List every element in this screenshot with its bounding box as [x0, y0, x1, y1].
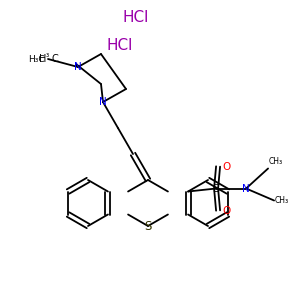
Text: S: S	[144, 220, 152, 232]
Text: S: S	[212, 184, 220, 194]
Text: O: O	[222, 161, 230, 172]
Text: HCl: HCl	[123, 11, 149, 26]
Text: H₃C: H₃C	[28, 55, 45, 64]
Text: N: N	[99, 97, 107, 107]
Text: N: N	[242, 184, 250, 194]
Text: CH₃: CH₃	[275, 196, 289, 205]
Text: N: N	[74, 62, 82, 72]
Text: CH₃: CH₃	[269, 157, 283, 166]
Text: ₃: ₃	[46, 50, 49, 59]
Text: O: O	[222, 206, 230, 215]
Text: H: H	[39, 54, 46, 64]
Text: HCl: HCl	[107, 38, 133, 53]
Text: C: C	[52, 54, 59, 64]
